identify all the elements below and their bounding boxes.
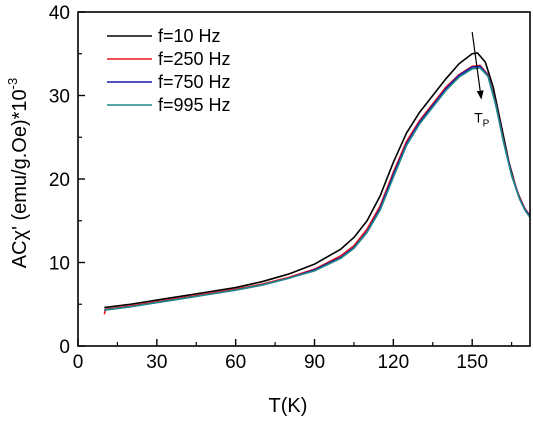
y-axis: 0 10 20 30 40 <box>49 3 85 358</box>
x-tick-label: 0 <box>73 352 84 373</box>
series-line-1 <box>104 52 530 309</box>
y-tick-label: 40 <box>49 3 70 24</box>
y-tick-label: 10 <box>49 254 70 275</box>
series-line-4 <box>104 67 530 311</box>
x-tick-label: 120 <box>377 352 409 373</box>
legend: f=10 Hz f=250 Hz f=750 Hz f=995 Hz <box>107 26 231 115</box>
x-tick-label: 30 <box>146 352 167 373</box>
x-tick-label: 90 <box>304 352 325 373</box>
x-tick-label: 150 <box>456 352 488 373</box>
y-tick-label: 30 <box>49 87 70 108</box>
arrow-line <box>471 31 481 91</box>
x-axis: 0 30 60 90 120 150 <box>73 339 513 373</box>
legend-label-4: f=995 Hz <box>158 95 231 115</box>
legend-label-1: f=10 Hz <box>158 26 221 46</box>
y-axis-title: ACχ' (emu/g.Oe)*10-3 <box>5 78 31 268</box>
y-tick-label: 0 <box>59 337 70 358</box>
series-layer <box>103 52 530 315</box>
tp-label: TP <box>474 109 490 129</box>
y-tick-label: 20 <box>49 170 70 191</box>
x-tick-label: 60 <box>225 352 246 373</box>
legend-label-2: f=250 Hz <box>158 49 231 69</box>
arrow-head <box>476 90 484 100</box>
legend-label-3: f=750 Hz <box>158 72 231 92</box>
x-axis-title: T(K) <box>269 395 308 417</box>
peak-annotation: TP <box>471 31 490 129</box>
